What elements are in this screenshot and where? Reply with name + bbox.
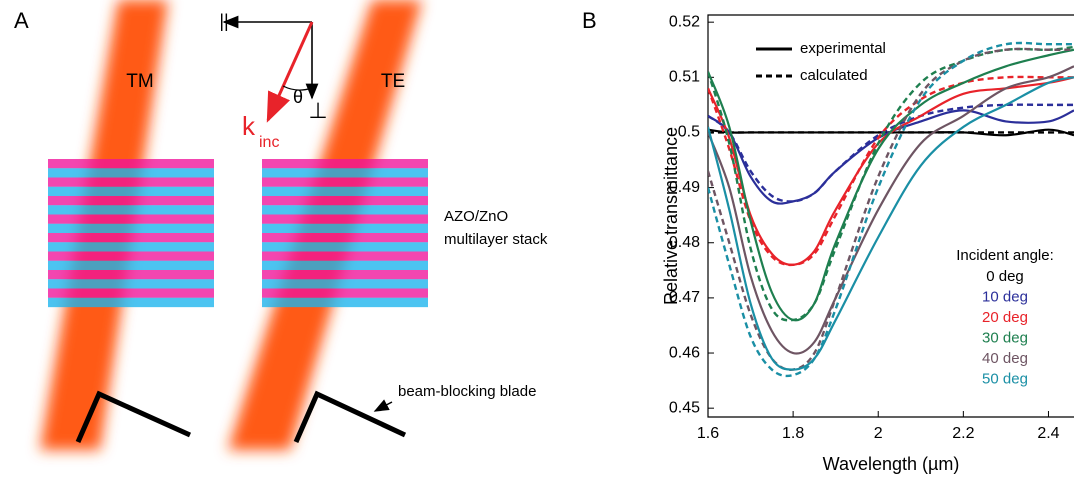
legend-entry: 10 deg [982,288,1028,305]
calculated-line [708,75,1074,267]
y-tick-label: 0.46 [669,344,700,361]
beam-label: TM [126,71,153,92]
layer [48,205,214,215]
y-tick-label: 0.47 [669,289,700,306]
theta: θ [293,87,303,107]
legend-entry: 20 deg [982,309,1028,326]
x-tick-label: 1.8 [782,425,804,442]
stack-label: AZO/ZnO [444,208,508,225]
layer [48,168,214,178]
layer [48,196,214,206]
angle-arc [282,85,313,91]
layer [48,223,214,234]
y-axis-label: Relative transmittance [661,127,681,305]
layer [48,242,214,252]
y-tick-label: 0.51 [669,69,700,86]
layer [262,205,428,215]
experimental-line [708,65,1074,355]
legend-entry: 0 deg [986,268,1024,285]
layer [262,297,428,308]
perp-symbol: ⊥ [308,98,327,123]
layer [262,214,428,224]
layer [262,270,428,280]
k-subscript: inc [259,134,279,151]
y-tick-label: 0.49 [669,179,700,196]
parallel-symbol: || [219,11,228,31]
blade [75,390,192,444]
layer [48,214,214,224]
experimental-line [708,48,1074,322]
experimental-line [708,128,1074,137]
x-tick-label: 2 [874,425,883,442]
stacks [48,159,428,308]
layer [48,186,214,197]
layer [262,233,428,243]
beam-label: TE [381,71,405,92]
legend-text: calculated [800,67,868,84]
layer [48,233,214,243]
layer [262,168,428,178]
panel-label: B [582,8,597,33]
x-tick-label: 2.2 [952,425,974,442]
y-tick-label: 0.45 [669,399,700,416]
k-arrow [266,21,314,123]
layer [262,186,428,197]
y-tick-label: 0.5 [678,124,700,141]
layer [48,279,214,289]
layer [48,159,214,169]
x-tick-label: 1.6 [697,425,719,442]
layer [262,196,428,206]
layer [262,242,428,252]
x-tick-label: 2.4 [1037,425,1059,442]
layer [262,159,428,169]
blade [293,390,407,444]
y-tick-label: 0.52 [669,13,700,30]
y-tick-label: 0.48 [669,234,700,251]
experimental-line [708,76,1074,371]
panel-label: A [14,8,29,33]
layer [48,297,214,308]
layer [48,288,214,298]
calculated-line [708,41,1074,378]
legend-text: experimental [800,40,886,57]
layer [48,177,214,187]
legend-entry: 30 deg [982,329,1028,346]
layer [48,270,214,280]
stack-label: multilayer stack [444,231,548,248]
experimental-line [708,109,1074,205]
blade-pointer [373,399,393,412]
layer [262,177,428,187]
k-label: k [242,111,256,141]
legend-title: Incident angle: [956,247,1054,264]
layer [262,260,428,271]
blade-label: beam-blocking blade [398,383,536,400]
layer [262,279,428,289]
layer [262,223,428,234]
layer [48,251,214,261]
legend-entry: 50 deg [982,370,1028,387]
layer [48,260,214,271]
x-axis-label: Wavelength (µm) [823,454,960,474]
legend-entry: 40 deg [982,350,1028,367]
axis-frame [707,14,1074,418]
layer [262,251,428,261]
layer [262,288,428,298]
